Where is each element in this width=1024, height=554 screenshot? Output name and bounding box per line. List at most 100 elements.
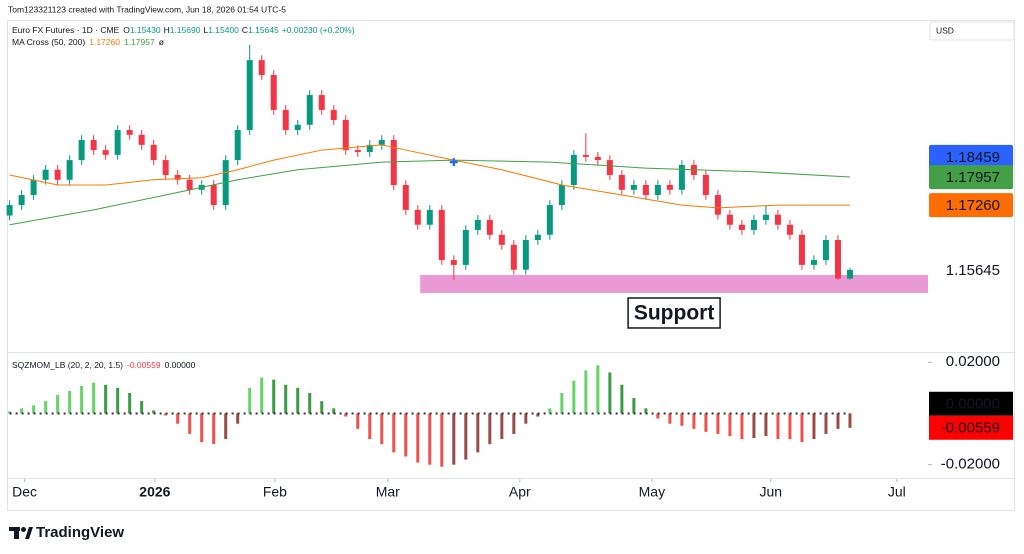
x-tick-label: Mar <box>376 484 400 500</box>
momentum-bar <box>20 408 24 414</box>
logo-part <box>21 527 26 532</box>
value-label: 0.00000 <box>946 396 1000 413</box>
ohlc-key: C <box>242 25 248 35</box>
momentum-bar <box>212 413 216 445</box>
momentum-bar <box>392 413 396 453</box>
ohlc-value: 1.15645 <box>248 25 279 35</box>
value-label-box <box>929 391 1013 416</box>
price-label-box <box>929 165 1013 190</box>
candle-body <box>330 109 337 120</box>
cross-marker <box>449 158 458 167</box>
candle-body <box>738 224 745 230</box>
momentum-bar <box>296 387 300 414</box>
momentum-bar <box>764 413 768 436</box>
candle-body <box>342 119 349 151</box>
candle-body <box>54 169 61 180</box>
x-tick-label: Jul <box>888 484 906 500</box>
candle-body <box>786 224 793 235</box>
candle-body <box>390 140 397 185</box>
currency[interactable]: USD <box>936 25 954 35</box>
momentum-bar <box>164 413 168 416</box>
candle-body <box>810 260 817 265</box>
ohlc-value: 1.15690 <box>170 25 201 35</box>
y-tick-label: 0.02000 <box>946 353 1000 370</box>
candle-body <box>774 214 781 225</box>
candle-body <box>114 129 121 155</box>
ohlc-key: H <box>164 25 170 35</box>
candle-body <box>678 164 685 190</box>
momentum-bar <box>632 398 636 414</box>
momentum-bar <box>596 365 600 414</box>
momentum-bar <box>128 392 132 414</box>
candle-body <box>594 156 601 161</box>
x-tick-label: Feb <box>263 484 287 500</box>
candle-body <box>726 214 733 225</box>
candle-body <box>426 209 433 225</box>
ma-line <box>9 144 850 209</box>
ma-value: 1.17957 <box>124 37 155 47</box>
momentum-bar <box>692 413 696 429</box>
momentum-bar <box>584 370 588 414</box>
momentum-bar <box>800 413 804 443</box>
ma-symbol: ø <box>159 37 164 47</box>
momentum-bar <box>740 413 744 440</box>
momentum-bar <box>200 413 204 443</box>
momentum-bar <box>116 387 120 414</box>
price-label-box <box>929 257 1013 282</box>
momentum-bar <box>284 384 288 414</box>
candle-body <box>366 144 373 153</box>
ohlc-key: O <box>123 25 130 35</box>
candle-body <box>762 214 769 220</box>
candle-body <box>654 184 661 196</box>
candle-body <box>414 209 421 225</box>
brand-logo <box>9 527 33 539</box>
momentum-bar <box>500 413 504 440</box>
momentum-bar <box>68 390 72 414</box>
candle-body <box>78 140 85 161</box>
candle-body <box>258 60 265 75</box>
logo-part <box>25 527 33 539</box>
value-label-box <box>929 415 1013 440</box>
candle-body <box>402 184 409 210</box>
currency-box[interactable] <box>929 21 1015 41</box>
candle-body <box>174 174 181 180</box>
ohlc-value: 1.15400 <box>208 25 239 35</box>
candle-body <box>846 269 853 279</box>
candle-body <box>378 140 385 145</box>
momentum-bar <box>260 377 264 414</box>
candle-body <box>618 174 625 190</box>
momentum-bar <box>8 411 12 414</box>
momentum-bar <box>536 413 540 417</box>
attribution: Tom123321123 created with TradingView.co… <box>8 4 286 14</box>
price-label: 1.18459 <box>946 149 1000 166</box>
x-tick-label: Jun <box>759 484 782 500</box>
candle-body <box>798 234 805 265</box>
momentum-bar <box>668 413 672 424</box>
price-label: 1.17260 <box>946 197 1000 214</box>
support-zone <box>420 274 928 293</box>
momentum-bar <box>848 413 852 428</box>
momentum-bar <box>188 413 192 434</box>
candle-body <box>270 74 277 110</box>
momentum-bar <box>428 413 432 465</box>
momentum-bar <box>272 379 276 414</box>
chart-frame <box>7 20 1015 511</box>
ma-line <box>9 159 850 226</box>
candle-body <box>522 239 529 270</box>
candle-body <box>246 60 253 130</box>
momentum-bar <box>224 413 228 440</box>
momentum-bar <box>56 395 60 414</box>
momentum-bar <box>248 387 252 414</box>
momentum-bar <box>644 408 648 414</box>
candle-body <box>462 229 469 265</box>
momentum-bar <box>332 408 336 414</box>
candle-body <box>30 179 37 196</box>
candle-body <box>666 184 673 190</box>
candle-body <box>126 129 133 135</box>
price-label-box <box>929 144 1013 169</box>
momentum-bar <box>488 413 492 445</box>
osc-name: SQZMOM_LB (20, 2, 20, 1.5) <box>12 360 123 370</box>
candle-body <box>486 219 493 235</box>
momentum-bar <box>716 413 720 434</box>
